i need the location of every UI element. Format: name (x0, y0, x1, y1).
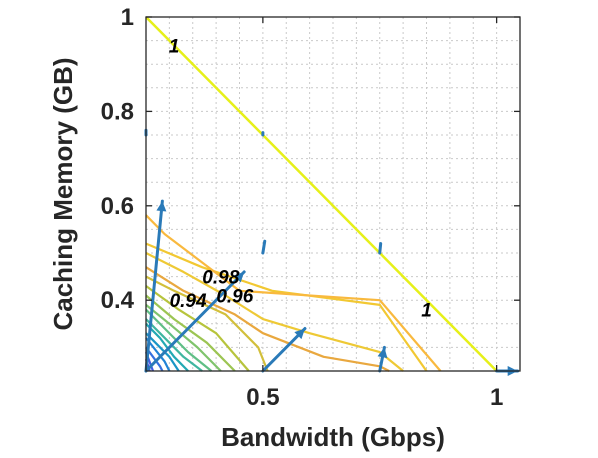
contour-label: 1 (421, 301, 432, 322)
x-tick-label: 0.5 (246, 384, 279, 411)
quiver-arrow-head (233, 271, 245, 283)
axis-ticks: 0.5 1 0.4 0.6 0.8 1 (101, 4, 520, 411)
contour-line-0.97 (145, 252, 404, 372)
quiver-arrow-head (377, 347, 388, 359)
contour-line-0.94 (145, 285, 250, 372)
y-axis-label: Caching Memory (GB) (48, 57, 78, 330)
contour-labels: 1 0.980.96 0.94 1 (169, 36, 432, 321)
plot-frame (145, 16, 521, 372)
contour-line-0.87 (145, 337, 171, 372)
contour-line-0.95 (145, 275, 269, 372)
contour-line-0.88 (145, 332, 180, 372)
quiver-arrow-shaft (378, 242, 383, 255)
y-tick-label: 0.6 (101, 193, 134, 220)
quiver-arrow-shaft (144, 199, 164, 373)
y-tick-label: 0.8 (101, 98, 134, 125)
contour-line-0.89 (145, 323, 189, 372)
quiver-arrow-shaft (144, 270, 246, 373)
contour-label: 1 (169, 36, 180, 57)
y-tick-label: 0.4 (101, 287, 135, 314)
contour-label: 0.98 (202, 268, 239, 289)
x-axis-label: Bandwidth (Gbps) (221, 422, 445, 452)
contour-label: 0.96 (216, 286, 253, 307)
contour-line-0.93 (145, 294, 236, 372)
contour-line-0.92 (145, 304, 222, 372)
grid (146, 17, 520, 371)
contour-line-0.99 (145, 242, 428, 372)
quiver-arrow-shaft (261, 239, 267, 255)
quiver-arrow-head (156, 201, 167, 212)
y-tick-label: 1 (121, 4, 134, 31)
contour-line-1 (145, 16, 498, 372)
contour-line-0.86 (145, 346, 164, 372)
quiver-arrow-head (294, 328, 305, 340)
quiver-arrows (144, 128, 520, 376)
contour-label: 0.94 (170, 291, 207, 312)
x-tick-label: 1 (490, 384, 503, 411)
